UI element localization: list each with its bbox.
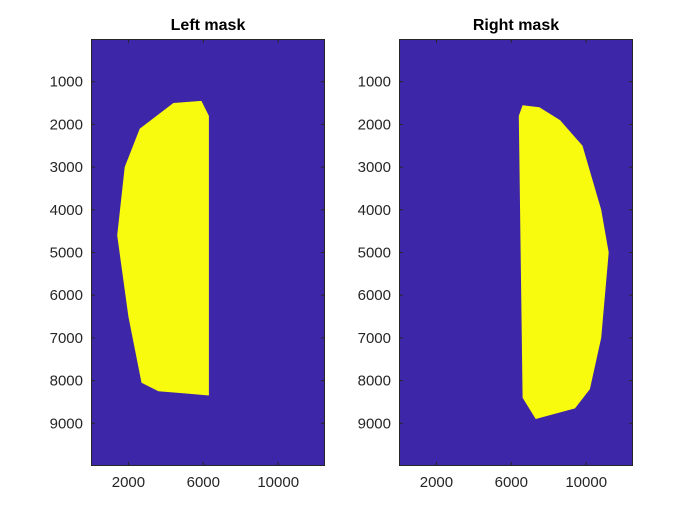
chart-panel-2: 2000 6000 10000 1000 2000 3000 4000 5000 6000 700…: [358, 17, 633, 491]
y-tick-label-1: 6000: [50, 287, 83, 304]
y-tick-label-2: 7000: [358, 330, 391, 347]
x-tick-label-1: 6000: [187, 474, 220, 491]
y-tick-label-1: 5000: [50, 245, 83, 262]
y-tick-label-2: 4000: [358, 202, 391, 219]
chart-title-2: Right mask: [473, 17, 559, 34]
y-tick-label-2: 5000: [358, 245, 391, 262]
y-tick-label-2: 1000: [358, 74, 391, 91]
y-tick-label-1: 4000: [50, 202, 83, 219]
y-tick-label-2: 6000: [358, 287, 391, 304]
y-tick-label-1: 9000: [50, 415, 83, 432]
y-tick-label-2: 8000: [358, 373, 391, 390]
y-tick-label-1: 1000: [50, 74, 83, 91]
y-tick-label-2: 9000: [358, 415, 391, 432]
x-tick-label-2: 10000: [565, 474, 607, 491]
mask-region-1: [117, 100, 209, 396]
chart-panel-1: 2000 6000 10000 1000 2000 3000 4000 5000 6000 700…: [50, 17, 325, 491]
x-tick-label-1: 10000: [257, 474, 299, 491]
x-tick-label-1: 2000: [112, 474, 145, 491]
chart-title-1: Left mask: [171, 17, 246, 34]
mask-region-2: [518, 105, 609, 419]
y-tick-label-2: 2000: [358, 116, 391, 133]
x-tick-label-2: 6000: [495, 474, 528, 491]
y-tick-label-2: 3000: [358, 159, 391, 176]
y-tick-label-1: 3000: [50, 159, 83, 176]
y-tick-label-1: 8000: [50, 373, 83, 390]
x-tick-label-2: 2000: [420, 474, 453, 491]
y-tick-label-1: 2000: [50, 116, 83, 133]
y-tick-label-1: 7000: [50, 330, 83, 347]
